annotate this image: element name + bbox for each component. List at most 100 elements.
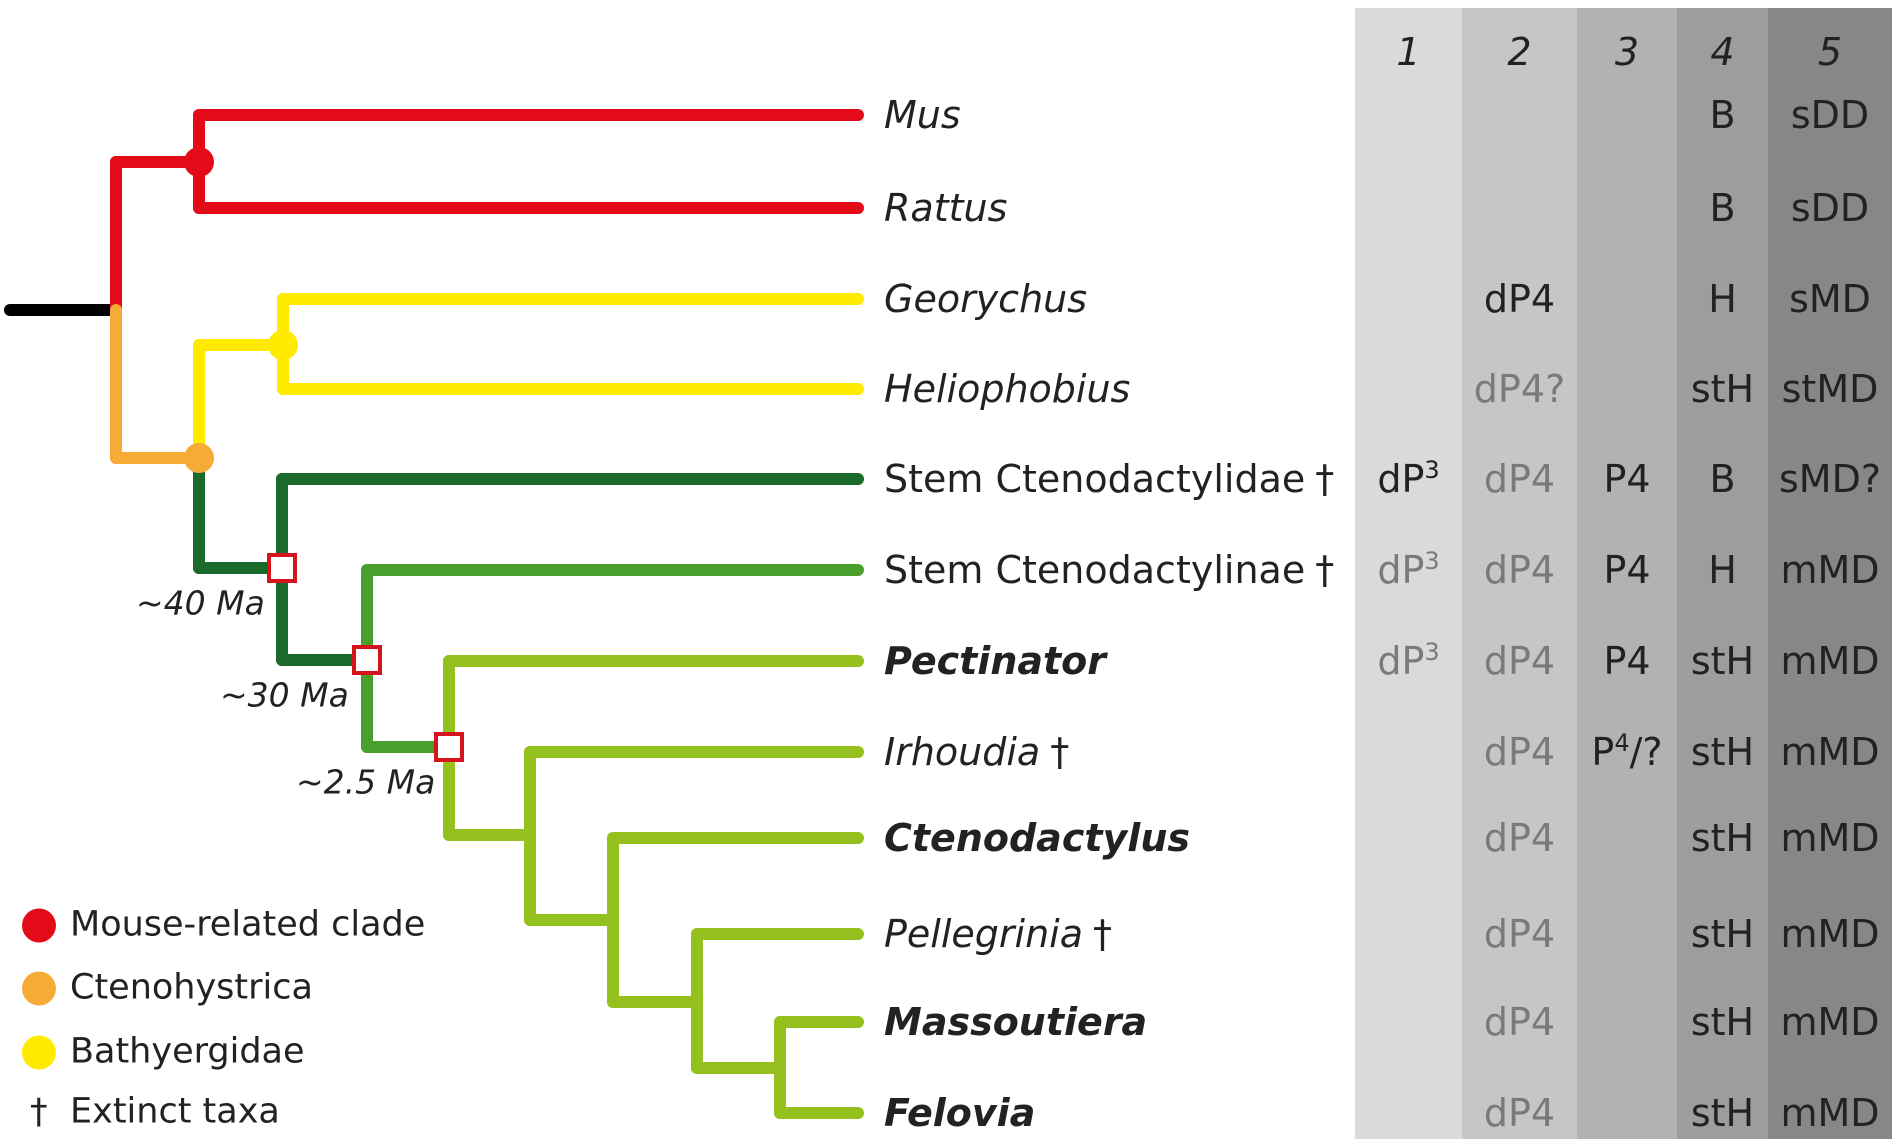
taxon-name: Massoutiera: [884, 1000, 1148, 1044]
taxon-label: Georychus: [884, 280, 1087, 318]
matrix-cell: stH: [1690, 367, 1755, 411]
matrix-cell: P4/?: [1591, 729, 1663, 774]
divergence-event-marker: [267, 553, 297, 583]
matrix-cell: mMD: [1780, 548, 1880, 592]
taxon-label: Pectinator: [884, 642, 1106, 680]
taxon-label: Rattus: [884, 189, 1007, 227]
taxon-name: Rattus: [884, 186, 1008, 230]
extinct-dagger-icon: †: [1093, 912, 1113, 956]
matrix-cell: stH: [1690, 639, 1755, 683]
matrix-cell: mMD: [1780, 730, 1880, 774]
matrix-cell: P4: [1603, 639, 1651, 683]
matrix-cell: mMD: [1780, 1091, 1880, 1135]
matrix-cell: dP4?: [1473, 367, 1566, 411]
character-matrix: 1 dP3 dP3 dP3 2 dP4 dP4? dP4 dP4 dP4 dP4 dP4 dP4 dP4 d…: [1355, 8, 1892, 1139]
matrix-column-header: 1: [1396, 30, 1421, 74]
phylogenetic-tree: [4, 109, 864, 1119]
legend-item: Bathyergidae: [22, 1031, 305, 1072]
matrix-column: 3 P4 P4 P4 P4/?: [1577, 8, 1677, 1139]
matrix-cell: stH: [1690, 730, 1755, 774]
taxon-name: Stem Ctenodactylinae: [884, 548, 1306, 592]
legend-color-dot-icon: [22, 1035, 56, 1069]
matrix-cell: dP4: [1483, 912, 1556, 956]
matrix-cell: stH: [1690, 1091, 1755, 1135]
legend-color-dot-icon: [22, 908, 56, 942]
matrix-cell: dP4: [1483, 548, 1556, 592]
taxon-label: Pellegrinia †: [884, 915, 1112, 953]
taxon-label: Stem Ctenodactylinae †: [884, 551, 1334, 589]
extinct-dagger-icon: †: [1315, 457, 1335, 501]
legend-label: Extinct taxa: [70, 1091, 280, 1132]
divergence-age-label: ~30 Ma: [220, 675, 349, 715]
taxon-name: Irhoudia: [884, 730, 1041, 774]
matrix-cell: mMD: [1780, 912, 1880, 956]
ctenohystrica-node-dot: [184, 443, 214, 473]
mouse-clade-node-dot: [184, 147, 214, 177]
legend-label: Ctenohystrica: [70, 967, 313, 1008]
matrix-cell: stH: [1690, 1000, 1755, 1044]
extinct-dagger-icon: †: [1050, 730, 1070, 774]
matrix-cell: dP3: [1377, 547, 1440, 592]
extinct-dagger-icon: †: [30, 1091, 48, 1132]
matrix-cell: dP4: [1483, 730, 1556, 774]
legend-label: Bathyergidae: [70, 1031, 305, 1072]
matrix-cell: sDD: [1790, 186, 1870, 230]
matrix-cell: B: [1709, 186, 1736, 230]
matrix-column: 5 sDD sDD sMD stMD sMD? mMD mMD mMD mMD mMD mMD mMD: [1768, 8, 1892, 1139]
matrix-cell: stMD: [1781, 367, 1879, 411]
matrix-cell: P4: [1603, 548, 1651, 592]
legend-item: Ctenohystrica: [22, 967, 313, 1008]
taxon-label: Felovia: [884, 1094, 1035, 1132]
matrix-column-header: 2: [1507, 30, 1532, 74]
matrix-cell: P4: [1603, 457, 1651, 501]
matrix-cell: H: [1708, 277, 1737, 321]
matrix-column-header: 5: [1817, 30, 1843, 74]
matrix-cell: dP3: [1377, 638, 1440, 683]
taxon-label: Massoutiera: [884, 1003, 1147, 1041]
divergence-event-marker: [434, 732, 464, 762]
legend-item: † Extinct taxa: [22, 1091, 280, 1132]
matrix-cell: H: [1708, 548, 1737, 592]
divergence-age-label: ~40 Ma: [136, 583, 265, 623]
matrix-cell: B: [1709, 457, 1736, 501]
legend-label: Mouse-related clade: [70, 904, 426, 945]
taxon-name: Ctenodactylus: [884, 816, 1190, 860]
matrix-column-header: 3: [1614, 30, 1640, 74]
taxon-label: Ctenodactylus: [884, 819, 1190, 857]
matrix-cell: dP4: [1483, 1091, 1556, 1135]
legend-color-dot-icon: [22, 971, 56, 1005]
matrix-cell: dP4: [1483, 816, 1556, 860]
matrix-cell: mMD: [1780, 1000, 1880, 1044]
matrix-cell: stH: [1690, 912, 1755, 956]
matrix-cell: dP3: [1377, 456, 1440, 501]
divergence-event-marker: [352, 645, 382, 675]
taxon-label: Mus: [884, 96, 961, 134]
matrix-column: 1 dP3 dP3 dP3: [1355, 8, 1462, 1139]
taxon-label: Heliophobius: [884, 370, 1130, 408]
legend-item: Mouse-related clade: [22, 904, 426, 945]
taxon-name: Mus: [884, 93, 961, 137]
taxon-name: Stem Ctenodactylidae: [884, 457, 1306, 501]
matrix-cell: stH: [1690, 816, 1755, 860]
bathyergidae-node-dot: [268, 330, 298, 360]
extinct-dagger-icon: †: [1315, 548, 1335, 592]
taxon-label: Irhoudia †: [884, 733, 1069, 771]
taxon-name: Felovia: [884, 1091, 1036, 1135]
matrix-cell: B: [1709, 93, 1736, 137]
matrix-cell: dP4: [1483, 639, 1556, 683]
matrix-cell: sMD?: [1778, 457, 1881, 501]
matrix-cell: dP4: [1483, 457, 1556, 501]
matrix-cell: sDD: [1790, 93, 1870, 137]
matrix-cell: mMD: [1780, 816, 1880, 860]
matrix-column: 2 dP4 dP4? dP4 dP4 dP4 dP4 dP4 dP4 dP4 dP4: [1462, 8, 1577, 1139]
matrix-cell: dP4: [1483, 277, 1556, 321]
taxon-label: Stem Ctenodactylidae †: [884, 460, 1334, 498]
taxon-name: Heliophobius: [884, 367, 1131, 411]
matrix-cell: sMD: [1789, 277, 1871, 321]
divergence-age-label: ~2.5 Ma: [296, 762, 436, 802]
taxon-name: Pellegrinia: [884, 912, 1084, 956]
matrix-column-header: 4: [1710, 30, 1735, 74]
matrix-cell: mMD: [1780, 639, 1880, 683]
